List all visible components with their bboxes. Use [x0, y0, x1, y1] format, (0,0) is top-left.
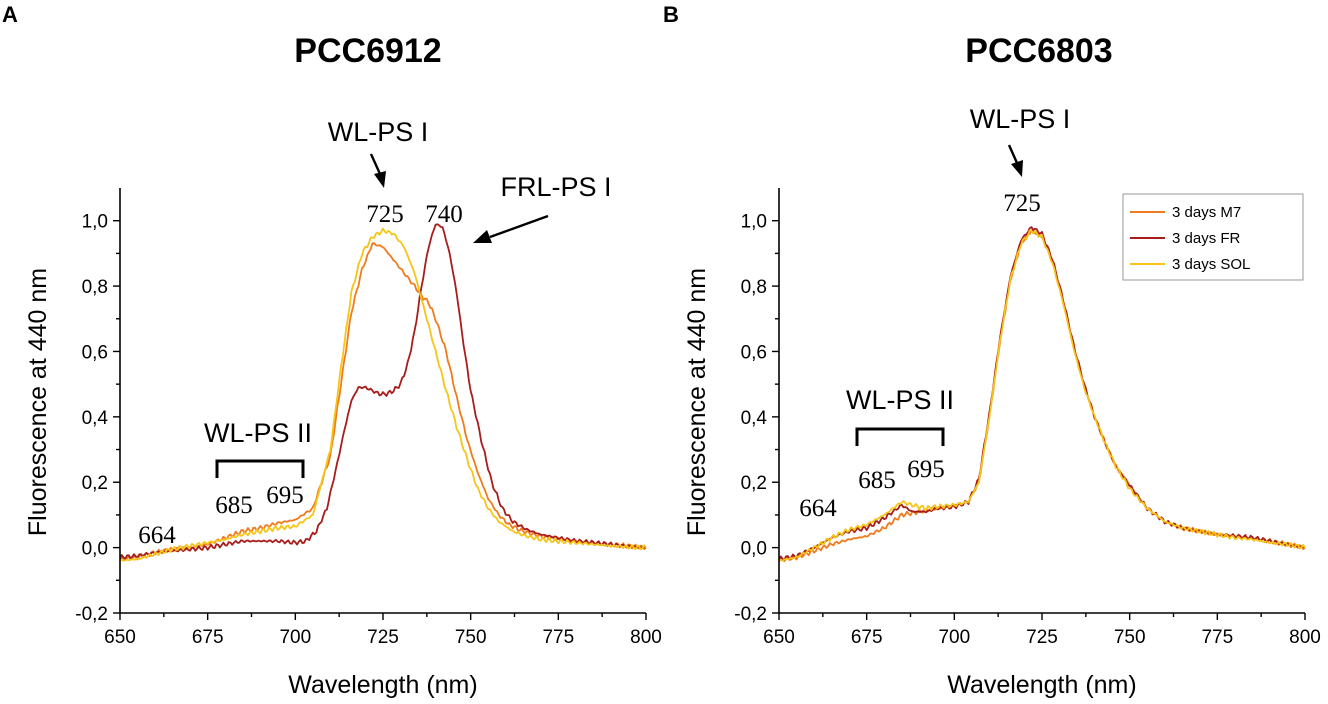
panel-b-x-tick-label-675: 675: [851, 627, 883, 648]
panel-a-x-label: Wavelength (nm): [288, 671, 477, 699]
panel-b-x-tick-label-700: 700: [938, 627, 970, 648]
panel-a-peak-685: 685: [215, 492, 253, 519]
panel-a-series-group: [119, 223, 647, 562]
panel-a-title: PCC6912: [294, 32, 441, 70]
panel-b-x-ticks: 650 675 700 725 750 775 800: [763, 613, 1321, 648]
panel-b-x-tick-label-750: 750: [1114, 627, 1146, 648]
panel-a-y-label: Fluorescence at 440 nm: [24, 268, 52, 536]
panel-b-y-tick-label-1: 0,0: [741, 539, 767, 560]
panel-b-legend: 3 days M7 3 days FR 3 days SOL: [1122, 193, 1304, 281]
panel-b-wl-ps2-label: WL-PS II: [846, 385, 954, 415]
panel-a-series-3-days-sol: [119, 227, 647, 562]
panel-b-title: PCC6803: [965, 32, 1112, 70]
panel-a-y-tick-label-4: 0,6: [82, 342, 108, 363]
panel-b-y-tick-label-5: 0,8: [741, 277, 767, 298]
panel-a-letter: A: [2, 2, 18, 27]
panel-a-wl-ps2-bracket: [215, 459, 305, 478]
panel-b-y-tick-label-0: -0,2: [734, 604, 767, 625]
panel-b-peak-664: 664: [799, 495, 837, 522]
panel-b-y-ticks: -0,2 0,0 0,2 0,4 0,6 0,8 1,0: [734, 212, 779, 625]
legend-label-3-days-sol: 3 days SOL: [1172, 256, 1250, 273]
panel-a-peak-740: 740: [425, 201, 463, 228]
panel-b-wl-ps1-arrow: [1007, 144, 1023, 177]
panel-a-frl-ps1-arrow: [473, 214, 549, 243]
panel-a-x-tick-label-725: 725: [367, 627, 399, 648]
panel-a-peak-725: 725: [366, 201, 404, 228]
panel-b-y-tick-label-3: 0,4: [741, 408, 768, 429]
panel-a-wl-ps1-arrow: [369, 153, 386, 188]
panel-b-series-3-days-sol: [778, 229, 1306, 562]
panel-b-y-tick-label-4: 0,6: [741, 342, 767, 363]
panel-a-x-tick-label-750: 750: [455, 627, 487, 648]
panel-a-frl-ps1-label: FRL-PS I: [500, 172, 611, 202]
panel-b-wl-ps2-bracket: [855, 427, 945, 446]
legend-label-3-days-m7: 3 days M7: [1172, 204, 1241, 221]
panel-b-x-tick-label-800: 800: [1289, 627, 1321, 648]
panel-b-y-label: Fluorescence at 440 nm: [683, 268, 711, 536]
panel-b-peak-695: 695: [907, 456, 945, 483]
panel-b-series-group: [778, 226, 1306, 563]
panel-b-x-tick-label-725: 725: [1026, 627, 1058, 648]
panel-a-wl-ps1-label: WL-PS I: [328, 117, 429, 147]
panel-a-x-tick-label-775: 775: [542, 627, 574, 648]
panel-a-x-tick-label-800: 800: [630, 627, 662, 648]
panel-b-y-tick-label-6: 1,0: [741, 212, 767, 233]
panel-a-peak-664: 664: [138, 522, 176, 549]
panel-a-y-tick-label-1: 0,0: [82, 539, 108, 560]
panel-a-y-ticks: -0,2 0,0 0,2 0,4 0,6 0,8 1,0: [75, 212, 120, 625]
panel-b-letter: B: [663, 2, 679, 27]
panel-a-wl-ps2-label: WL-PS II: [204, 418, 312, 448]
panel-a-y-tick-label-5: 0,8: [82, 277, 108, 298]
panel-a-y-tick-label-2: 0,2: [82, 473, 108, 494]
panel-a-x-tick-label-675: 675: [192, 627, 224, 648]
panel-b-wl-ps1-label: WL-PS I: [970, 104, 1071, 134]
panel-a-y-tick-label-0: -0,2: [75, 604, 108, 625]
legend-label-3-days-fr: 3 days FR: [1172, 230, 1241, 247]
panel-a-series-3-days-fr: [119, 223, 647, 560]
panel-a-y-tick-label-3: 0,4: [82, 408, 109, 429]
panel-a: A PCC6912 650 675 700 725 750 775 800 -0,2 0,0 0…: [2, 2, 662, 699]
panel-a-peak-695: 695: [266, 482, 304, 509]
panel-a-x-tick-label-700: 700: [279, 627, 311, 648]
panel-a-y-tick-label-6: 1,0: [82, 212, 108, 233]
panel-a-x-tick-label-650: 650: [104, 627, 136, 648]
panel-b-x-tick-label-775: 775: [1201, 627, 1233, 648]
panel-b-peak-685: 685: [858, 467, 896, 494]
panel-b-x-tick-label-650: 650: [763, 627, 795, 648]
panel-a-series-3-days-m7: [119, 242, 647, 561]
panel-b: B PCC6803 650 675 700 725 750 775 800 -0,2 0,0 0…: [663, 2, 1321, 699]
panel-b-y-tick-label-2: 0,2: [741, 473, 767, 494]
panel-b-peak-725: 725: [1003, 190, 1041, 217]
panel-a-x-ticks: 650 675 700 725 750 775 800: [104, 613, 662, 648]
panel-b-x-label: Wavelength (nm): [947, 671, 1136, 699]
